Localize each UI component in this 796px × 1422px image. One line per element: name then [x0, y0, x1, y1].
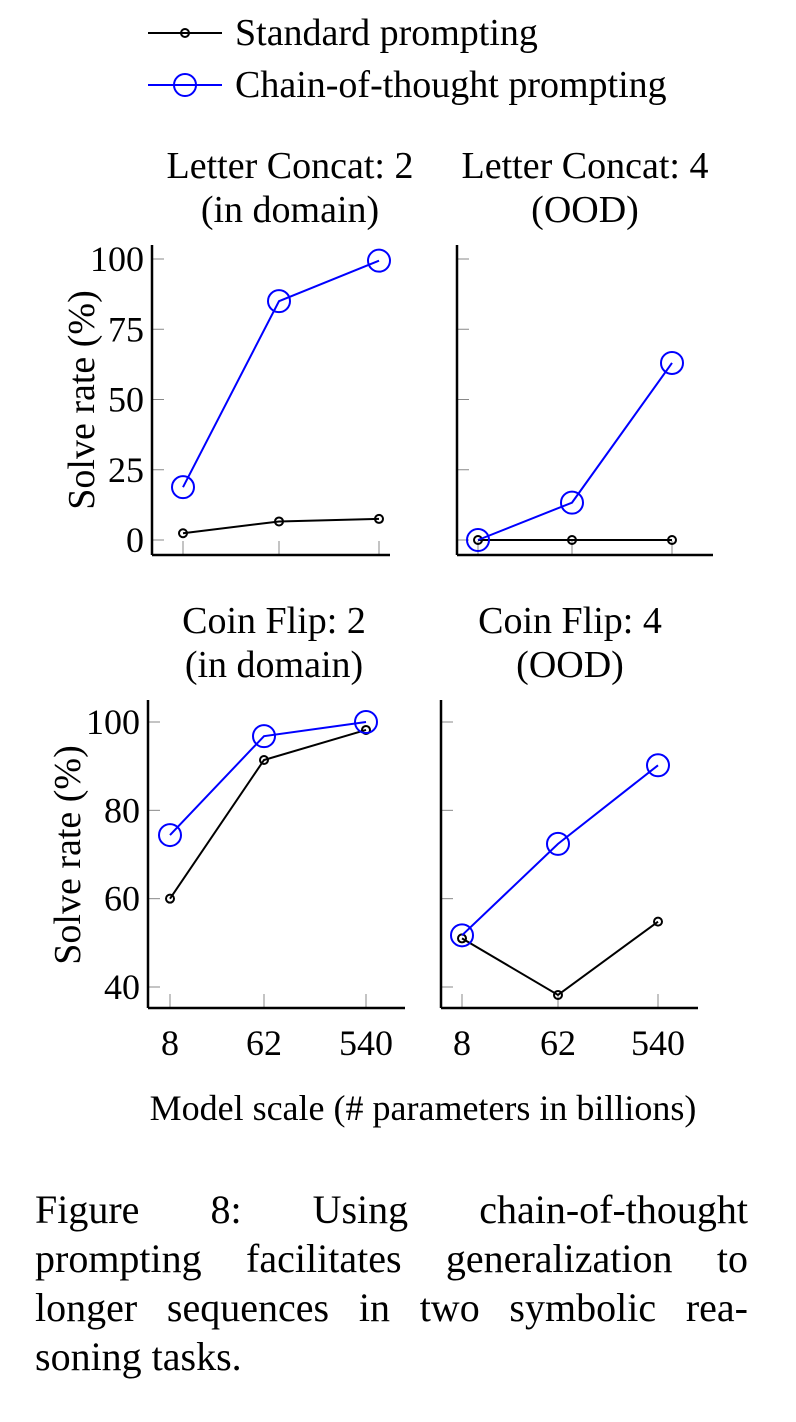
data-point-standard: [178, 528, 188, 539]
data-point-standard: [374, 513, 384, 524]
legend-label-cot: Chain-of-thought prompting: [235, 64, 667, 106]
data-point-cot: [267, 289, 291, 314]
panel-subtitle: (in domain): [185, 644, 363, 686]
panel-title: Letter Concat: 4: [462, 145, 709, 187]
x-tick-label: 540: [631, 1023, 685, 1063]
panel-subtitle: (OOD): [516, 644, 624, 686]
y-tick-label: 0: [126, 520, 144, 560]
y-tick-label: 60: [104, 879, 140, 919]
legend-marker-standard: [180, 28, 190, 38]
panel-subtitle: (OOD): [531, 189, 639, 231]
series-line-standard: [169, 728, 367, 900]
data-point-standard: [165, 893, 175, 904]
data-point-standard: [473, 535, 483, 545]
data-point-cot: [354, 710, 378, 734]
data-point-cot: [546, 831, 570, 856]
panel-4: Coin Flip: 4(OOD) 8 62 540: [439, 600, 698, 1063]
panel-3: Coin Flip: 2(in domain) 40 60 80 100 8 62 540: [86, 600, 405, 1063]
x-tick-label: 62: [540, 1023, 576, 1063]
x-tick-label: 8: [161, 1023, 179, 1063]
panel-title: Coin Flip: 4: [478, 600, 662, 642]
data-point-cot: [171, 475, 195, 500]
panel-1: Letter Concat: 2(in domain) 0 25 50 75 100: [90, 145, 413, 560]
caption-line: soning tasks.: [35, 1334, 242, 1379]
y-axis-label-top: Solve rate (%): [61, 290, 103, 509]
data-point-standard: [567, 535, 577, 545]
data-point-cot: [646, 753, 670, 778]
data-point-cot: [560, 490, 584, 515]
data-point-cot: [466, 528, 490, 552]
y-tick-label: 25: [108, 450, 144, 490]
data-point-standard: [667, 535, 677, 545]
data-point-cot: [660, 350, 684, 375]
data-point-cot: [450, 923, 474, 948]
legend-marker-cot: [173, 73, 197, 97]
y-tick-label: 100: [86, 702, 140, 742]
series-line-standard: [182, 517, 380, 535]
x-axis-label: Model scale (# parameters in billions): [150, 1088, 697, 1128]
y-axis-label-bottom: Solve rate (%): [47, 745, 89, 964]
data-point-standard: [653, 916, 663, 927]
x-tick-label: 62: [246, 1023, 282, 1063]
y-tick-label: 50: [108, 380, 144, 420]
x-tick-label: 540: [339, 1023, 393, 1063]
legend-label-standard: Standard prompting: [235, 12, 538, 54]
panel-title: Coin Flip: 2: [182, 600, 366, 642]
data-point-standard: [259, 754, 269, 765]
caption-line: Figure 8: Using chain-of-thought: [35, 1187, 748, 1232]
x-tick-label: 8: [453, 1023, 471, 1063]
series-line-cot: [461, 764, 659, 937]
series-line-cot: [477, 362, 673, 541]
series-line-standard: [461, 920, 659, 997]
y-tick-label: 40: [104, 967, 140, 1007]
data-point-cot: [158, 823, 182, 848]
series-line-cot: [169, 721, 367, 836]
data-point-standard: [274, 516, 284, 527]
legend: Standard prompting Chain-of-thought prom…: [148, 12, 667, 106]
caption-line: longer sequences in two symbolic rea-: [35, 1285, 748, 1330]
caption-line: prompting facilitates generalization to: [35, 1236, 748, 1281]
y-tick-label: 100: [90, 239, 144, 279]
panel-title: Letter Concat: 2: [167, 145, 414, 187]
series-line-cot: [182, 259, 380, 488]
y-tick-label: 80: [104, 790, 140, 830]
y-tick-label: 75: [108, 309, 144, 349]
panel-subtitle: (in domain): [201, 189, 379, 231]
figure-caption: Figure 8: Using chain-of-thought prompti…: [35, 1185, 748, 1381]
panel-2: Letter Concat: 4(OOD): [455, 145, 713, 557]
data-point-cot: [367, 248, 391, 273]
data-point-cot: [252, 724, 276, 749]
data-point-standard: [553, 989, 563, 1000]
